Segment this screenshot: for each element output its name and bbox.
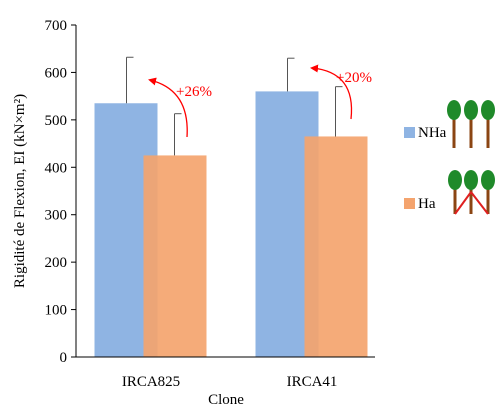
y-tick-label: 400 [45, 160, 68, 176]
x-category-label: IRCA41 [287, 374, 338, 390]
legend-label-nha: NHa [418, 125, 447, 141]
three-leaning-trees-icon [448, 170, 495, 215]
y-tick-label: 0 [60, 350, 68, 366]
x-axis-title: Clone [208, 392, 244, 406]
y-tick-label: 600 [45, 65, 68, 81]
y-tick-label: 500 [45, 113, 68, 129]
legend-swatch-nha [404, 127, 415, 138]
y-tick-label: 700 [45, 18, 68, 34]
bar-ha-irca825 [143, 155, 207, 357]
y-tick-label: 100 [45, 303, 68, 319]
x-category-label: IRCA825 [122, 374, 180, 390]
y-axis-title: Rigidité de Flexion, EI (kN×m²) [12, 94, 28, 288]
increase-arrow [310, 64, 353, 120]
increase-arrow [148, 77, 188, 138]
legend-swatch-ha [404, 198, 415, 209]
y-tick-label: 200 [45, 255, 68, 271]
legend-label-ha: Ha [418, 196, 436, 212]
three-upright-trees-icon [447, 100, 495, 148]
increase-annotation: +26% [176, 84, 212, 100]
increase-annotation: +20% [336, 70, 372, 86]
y-tick-label: 300 [45, 208, 68, 224]
bar-ha-irca41 [304, 136, 368, 357]
